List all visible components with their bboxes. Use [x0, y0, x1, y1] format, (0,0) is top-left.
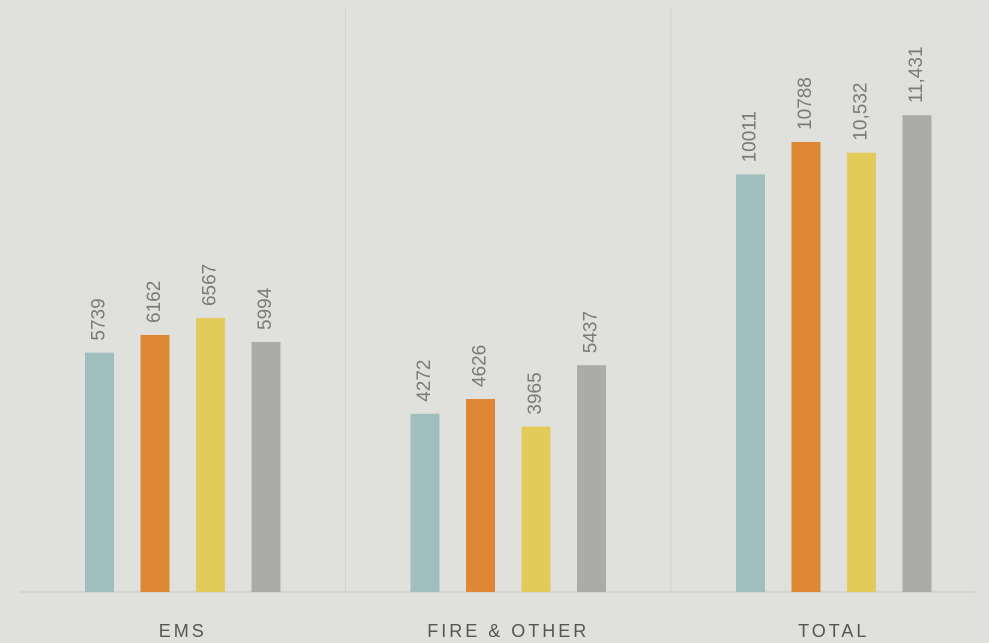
data-label: 11,431 [906, 46, 927, 103]
data-label: 4626 [470, 345, 491, 387]
data-label: 3965 [525, 372, 546, 414]
data-label: 5994 [255, 287, 276, 330]
bar [577, 365, 606, 592]
bar [902, 115, 932, 592]
data-label: 5739 [89, 298, 110, 340]
bar [410, 413, 440, 592]
bar [791, 141, 821, 593]
bar [466, 399, 495, 592]
x-tick-label: EMS [159, 621, 207, 641]
bar [736, 174, 765, 592]
bar [251, 341, 281, 592]
data-label: 10,532 [851, 83, 872, 141]
x-tick-label: TOTAL [798, 621, 869, 641]
bar [140, 334, 170, 592]
data-label: 6567 [200, 264, 221, 306]
bar [85, 352, 114, 592]
data-label: 6162 [144, 281, 165, 323]
bar [196, 318, 225, 592]
x-tick-label: FIRE & OTHER [427, 621, 589, 641]
data-label: 10788 [795, 77, 816, 130]
data-label: 10011 [740, 111, 761, 162]
bar [847, 152, 876, 592]
data-label: 5437 [581, 311, 602, 353]
data-label: 4272 [414, 360, 435, 402]
bar [521, 426, 551, 592]
